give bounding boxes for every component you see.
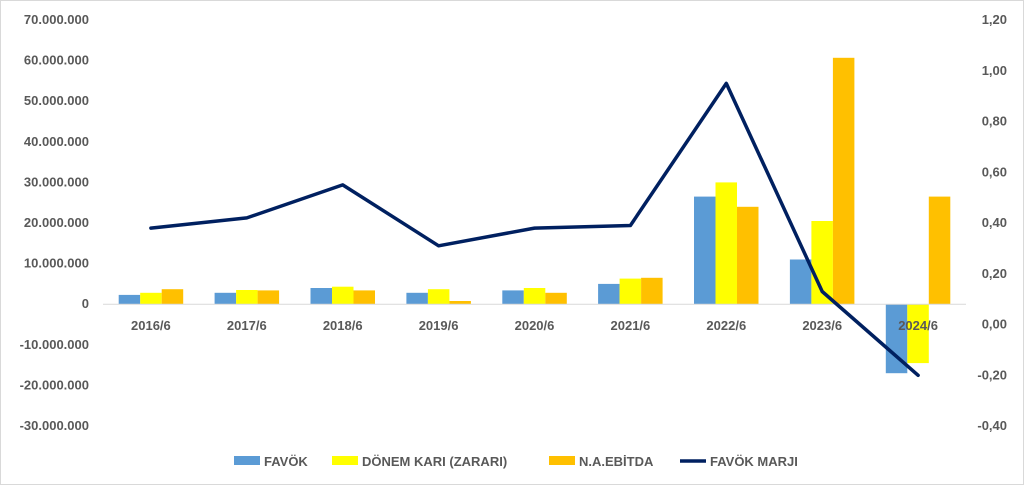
bar-2-5 (641, 278, 663, 304)
bar-1-4 (524, 288, 546, 304)
bar-1-5 (620, 279, 642, 305)
bar-0-4 (502, 290, 524, 304)
category-label: 2023/6 (802, 318, 842, 333)
legend-label-1: DÖNEM KARI (ZARARI) (362, 454, 507, 469)
left-tick-label: 70.000.000 (24, 12, 89, 27)
bar-1-3 (428, 289, 450, 304)
category-label: 2019/6 (419, 318, 459, 333)
left-tick-label: 60.000.000 (24, 53, 89, 68)
left-tick-label: 30.000.000 (24, 174, 89, 189)
right-tick-label: -0,20 (977, 367, 1007, 382)
bar-2-2 (354, 290, 376, 304)
right-axis-ticks: 1,20 1,00 0,80 0,60 0,40 0,20 0,00 -0,20 -0,40 (977, 12, 1007, 433)
right-tick-label: 0,00 (982, 317, 1007, 332)
bar-2-1 (258, 290, 280, 304)
legend-label-2: N.A.EBİTDA (579, 454, 654, 469)
category-label: 2021/6 (611, 318, 651, 333)
legend: FAVÖK DÖNEM KARI (ZARARI) N.A.EBİTDA FAVÖK … (234, 454, 798, 469)
category-label: 2018/6 (323, 318, 363, 333)
bar-0-5 (598, 284, 620, 304)
category-label: 2022/6 (706, 318, 746, 333)
left-tick-label: -10.000.000 (20, 337, 89, 352)
bar-1-6 (716, 182, 738, 304)
right-tick-label: 0,80 (982, 114, 1007, 129)
bar-0-0 (119, 295, 141, 304)
bar-1-0 (140, 293, 162, 304)
right-tick-label: 0,40 (982, 215, 1007, 230)
left-tick-label: -20.000.000 (20, 377, 89, 392)
bar-2-7 (833, 58, 855, 304)
bar-0-6 (694, 197, 716, 305)
legend-label-0: FAVÖK (264, 454, 308, 469)
left-tick-label: 0 (82, 296, 89, 311)
bar-2-6 (737, 207, 759, 304)
right-tick-label: 1,00 (982, 63, 1007, 78)
bar-1-2 (332, 287, 354, 305)
bar-2-8 (929, 197, 951, 305)
category-label: 2020/6 (515, 318, 555, 333)
bar-1-8 (907, 304, 929, 363)
legend-swatch-2 (549, 456, 575, 465)
category-labels: 2016/6 2017/6 2018/6 2019/6 2020/6 2021/6 2022… (131, 318, 938, 333)
right-tick-label: 0,60 (982, 164, 1007, 179)
right-tick-label: 0,20 (982, 266, 1007, 281)
legend-swatch-0 (234, 456, 260, 465)
category-label: 2024/6 (898, 318, 938, 333)
bar-0-7 (790, 260, 812, 305)
legend-label-3: FAVÖK MARJI (710, 454, 798, 469)
right-tick-label: -0,40 (977, 418, 1007, 433)
left-axis-ticks: 70.000.000 60.000.000 50.000.000 40.000.000… (20, 12, 89, 433)
left-tick-label: 40.000.000 (24, 134, 89, 149)
bar-0-1 (215, 293, 237, 304)
bar-0-3 (406, 293, 428, 304)
bar-2-4 (545, 293, 567, 304)
left-tick-label: 10.000.000 (24, 256, 89, 271)
left-tick-label: 20.000.000 (24, 215, 89, 230)
left-tick-label: 50.000.000 (24, 93, 89, 108)
category-label: 2016/6 (131, 318, 171, 333)
left-tick-label: -30.000.000 (20, 418, 89, 433)
bar-0-2 (311, 288, 333, 304)
legend-swatch-1 (332, 456, 358, 465)
bar-1-1 (236, 290, 258, 304)
right-tick-label: 1,20 (982, 12, 1007, 27)
bar-2-0 (162, 289, 184, 304)
category-label: 2017/6 (227, 318, 267, 333)
